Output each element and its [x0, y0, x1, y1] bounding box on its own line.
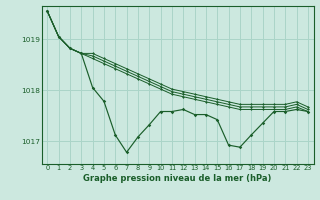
X-axis label: Graphe pression niveau de la mer (hPa): Graphe pression niveau de la mer (hPa) — [84, 174, 272, 183]
